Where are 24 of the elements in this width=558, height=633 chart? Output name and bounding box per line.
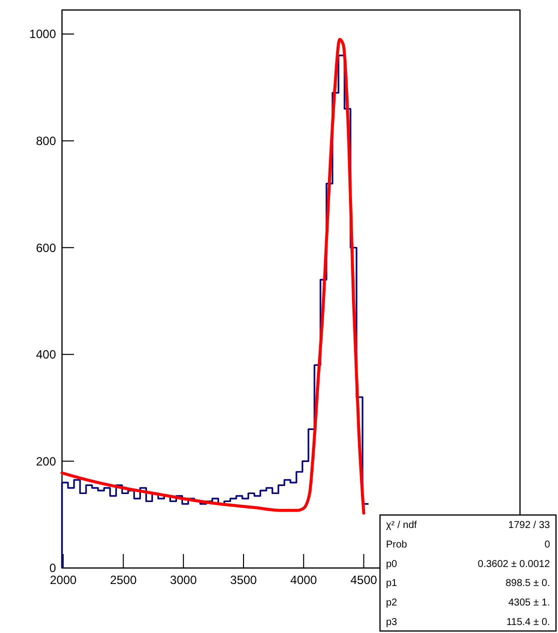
- x-tick-label: 4500: [350, 573, 378, 587]
- text: 0: [544, 540, 550, 550]
- x-tick-label: 2500: [110, 573, 137, 587]
- annotation: 1792 / 33: [508, 520, 550, 532]
- y-tick-label: 800: [36, 134, 56, 148]
- annotation: χ² / ndf: [386, 520, 418, 532]
- y-tick-label: 0: [49, 561, 56, 576]
- text: 4305 ± 1.: [508, 598, 550, 608]
- y-tick-label: 600: [36, 240, 56, 255]
- text: p2: [386, 598, 398, 608]
- text: p3: [386, 616, 398, 628]
- text: 898.5 ± 0.: [506, 578, 550, 590]
- annotation: 0.3602 ± 0.0012: [478, 558, 550, 570]
- y-tick-label: 200: [36, 454, 56, 468]
- x-tick-label: 3500: [230, 573, 258, 587]
- annotation: Prob: [386, 540, 408, 550]
- x-tick-label: 2000: [50, 573, 77, 587]
- y-tick-label: 400: [36, 348, 56, 362]
- y-tick-label: 1000: [29, 27, 56, 42]
- x-tick-label: 3000: [170, 573, 198, 587]
- annotation: p0: [386, 558, 398, 570]
- x-tick-label: 4000: [290, 573, 318, 587]
- text: p1: [386, 578, 398, 590]
- text: 115.4 ± 0.: [506, 616, 550, 628]
